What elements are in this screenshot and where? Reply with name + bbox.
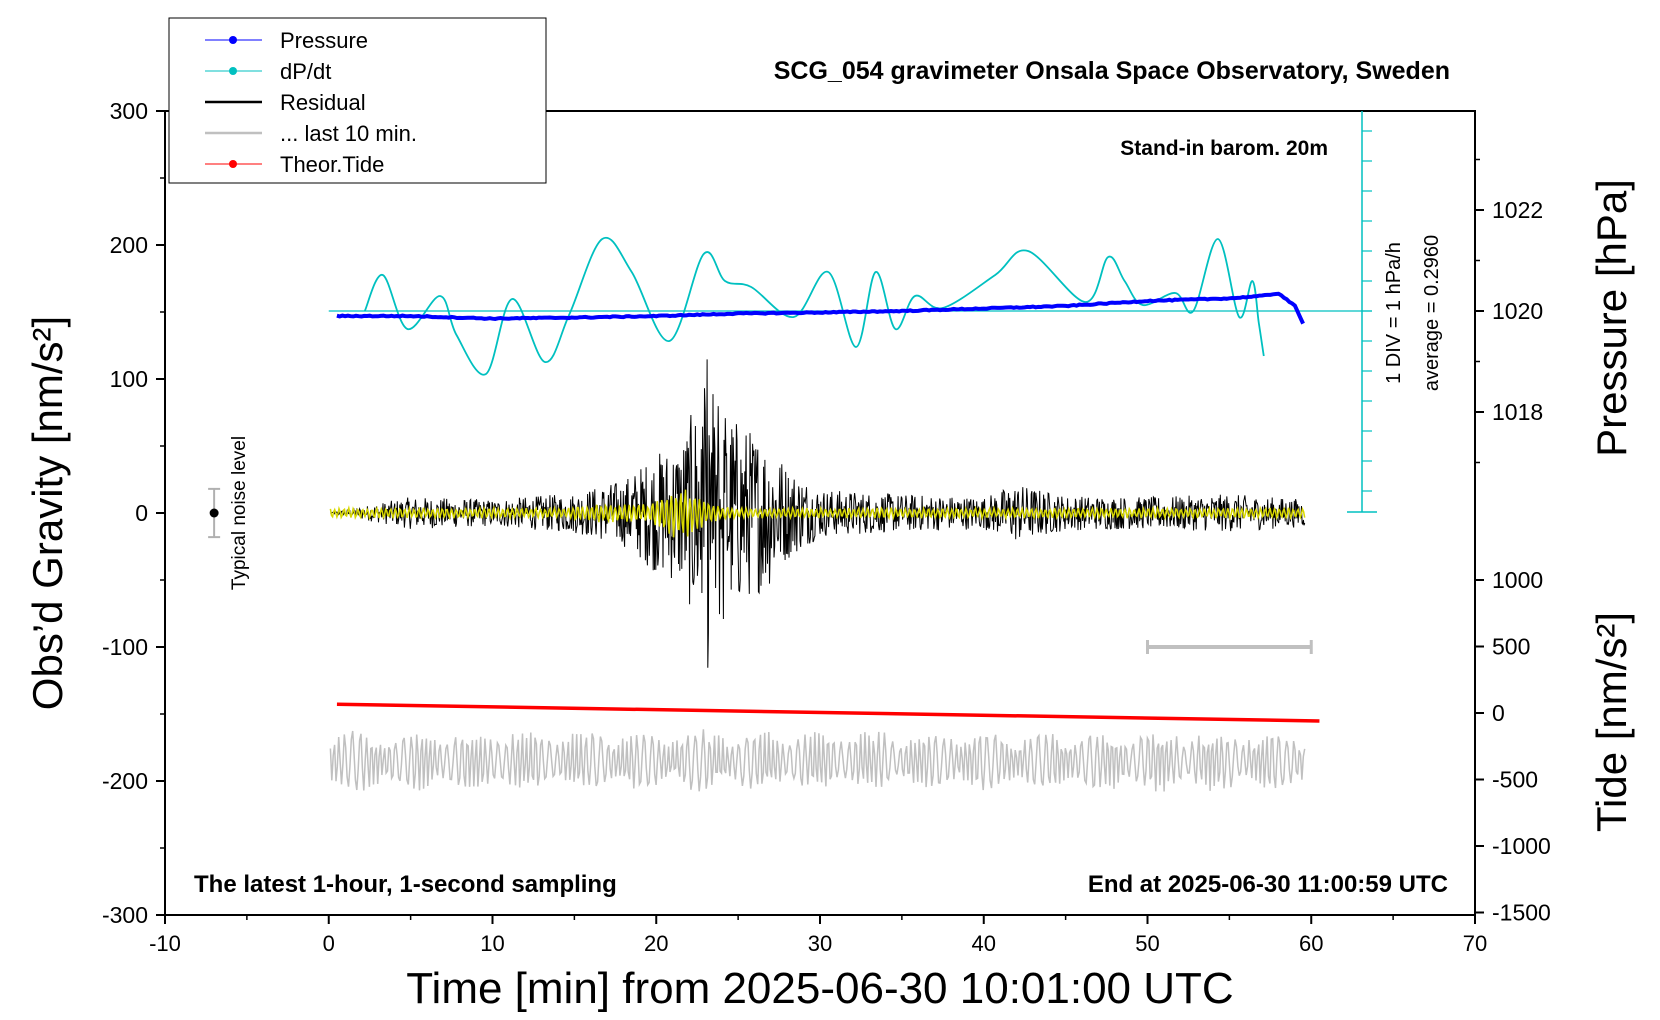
legend-marker xyxy=(229,160,237,168)
x-tick-label: 40 xyxy=(972,931,996,956)
y-tick-label: -100 xyxy=(102,634,148,660)
pressure-tick-label: 1020 xyxy=(1492,298,1543,324)
x-axis-label: Time [min] from 2025-06-30 10:01:00 UTC xyxy=(406,964,1233,1013)
legend-marker xyxy=(229,67,237,75)
x-tick-label: -10 xyxy=(149,931,181,956)
tide-axis: 1000 500 0 -500 -1000 -1500 xyxy=(1475,567,1551,926)
sampling-note: The latest 1-hour, 1-second sampling xyxy=(194,871,617,898)
y-tick-label: 300 xyxy=(110,98,148,124)
y-axis-left: 300 200 100 0 -100 -200 -300 xyxy=(102,98,165,928)
y-axis-label-left: Obs’d Gravity [nm/s²] xyxy=(24,316,71,710)
tide-tick-label: 0 xyxy=(1492,700,1505,726)
residual-series-line xyxy=(330,359,1306,668)
legend-marker xyxy=(229,36,237,44)
filtered-residual-line xyxy=(329,489,1306,538)
legend-label: Pressure xyxy=(280,28,368,53)
pressure-tick-label: 1018 xyxy=(1492,399,1543,425)
tide-series-line xyxy=(336,702,1320,723)
dpdt-series-line xyxy=(363,236,1265,376)
legend: Pressure dP/dt Residual ... last 10 min. The… xyxy=(168,17,547,184)
legend-label: ... last 10 min. xyxy=(280,121,417,146)
barom-note: Stand-in barom. 20m xyxy=(1120,137,1328,160)
legend-label: Theor.Tide xyxy=(280,152,384,177)
x-tick-label: 10 xyxy=(480,931,504,956)
tide-tick-label: -500 xyxy=(1492,767,1538,793)
tide-tick-label: 1000 xyxy=(1492,567,1543,593)
y-tick-label: -200 xyxy=(102,768,148,794)
x-tick-label: 30 xyxy=(808,931,832,956)
x-axis: -10 0 10 20 30 40 50 60 70 xyxy=(149,915,1487,956)
y-axis-label-tide: Tide [nm/s²] xyxy=(1588,612,1635,832)
x-tick-label: 70 xyxy=(1463,931,1487,956)
marks-layer xyxy=(208,487,1313,654)
pressure-axis: 1022 1020 1018 xyxy=(1475,158,1543,464)
end-time-note: End at 2025-06-30 11:00:59 UTC xyxy=(1088,871,1448,898)
legend-label: dP/dt xyxy=(280,59,331,84)
x-tick-label: 60 xyxy=(1299,931,1323,956)
tide-tick-label: -1000 xyxy=(1492,833,1551,859)
tide-tick-label: 500 xyxy=(1492,634,1530,660)
last-10-min-series-line xyxy=(329,729,1306,792)
tide-tick-label: -1500 xyxy=(1492,900,1551,926)
chart-title: SCG_054 gravimeter Onsala Space Observat… xyxy=(774,57,1450,85)
div-note: 1 DIV = 1 hPa/h xyxy=(1383,242,1405,384)
average-note: average = 0.2960 xyxy=(1421,235,1443,391)
series-layer xyxy=(329,236,1320,792)
y-tick-label: 0 xyxy=(135,500,148,526)
y-tick-label: 100 xyxy=(110,366,148,392)
noise-bar-dot xyxy=(209,508,219,518)
x-tick-label: 50 xyxy=(1135,931,1159,956)
y-axis-label-pressure: Pressure [hPa] xyxy=(1588,179,1635,457)
y-tick-label: -300 xyxy=(102,902,148,928)
pressure-series-line xyxy=(336,291,1305,325)
legend-box xyxy=(168,17,547,184)
y-tick-label: 200 xyxy=(110,232,148,258)
pressure-tick-label: 1022 xyxy=(1492,197,1543,223)
x-tick-label: 20 xyxy=(644,931,668,956)
noise-label: Typical noise level xyxy=(229,436,250,590)
x-tick-label: 0 xyxy=(323,931,335,956)
legend-label: Residual xyxy=(280,90,366,115)
